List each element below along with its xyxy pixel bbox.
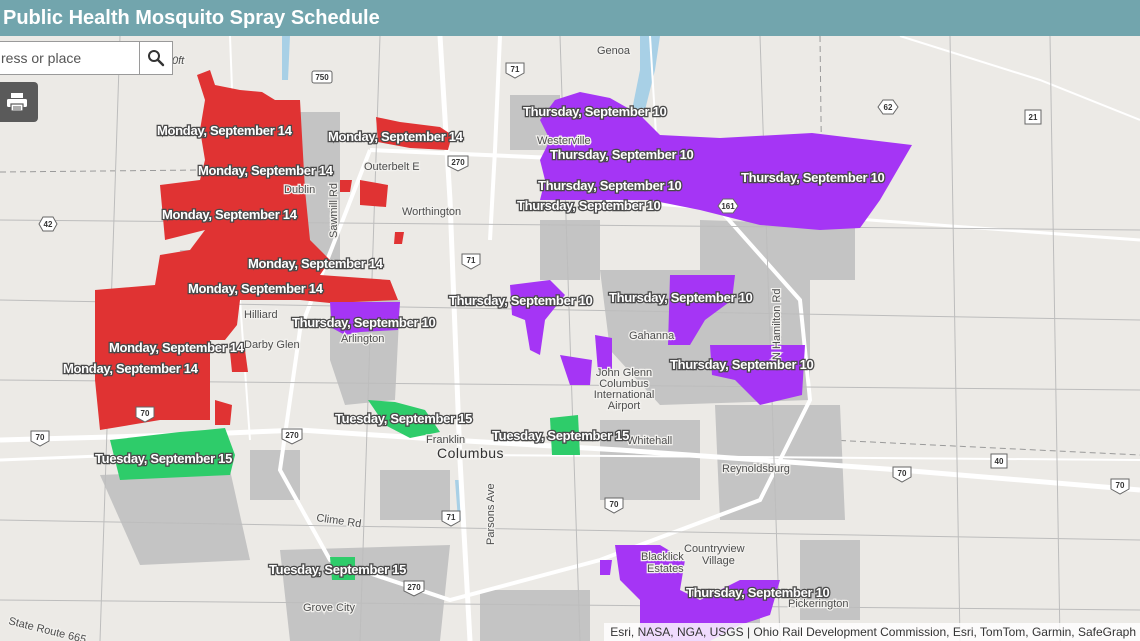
zone-label-tuesday: Tuesday, September 15: [269, 562, 406, 577]
zone-label-thursday: Thursday, September 10: [741, 170, 885, 185]
printer-icon: [7, 93, 27, 112]
print-button[interactable]: [0, 82, 38, 122]
place-hilliard: Hilliard: [244, 309, 278, 321]
place-upper-arlington: Arlington: [341, 333, 384, 345]
shield-label: 21: [1029, 113, 1038, 122]
place-labels: Genoa Westerville Worthington Dublin Hil…: [6, 44, 850, 641]
zone-label-tuesday: Tuesday, September 15: [335, 411, 472, 426]
place-blacklick-line2: Estates: [647, 563, 684, 575]
scale-ft: 0ft: [172, 55, 185, 67]
highway-shields: 750 71 62 21 42 270 71 161 70 270 70 71 …: [30, 62, 1130, 597]
place-genoa: Genoa: [597, 45, 631, 57]
shield-label: 70: [1116, 481, 1125, 490]
zone-label-thursday: Thursday, September 10: [609, 290, 753, 305]
zone-label-monday: Monday, September 14: [162, 207, 298, 222]
shield-label: 71: [447, 513, 456, 522]
county-boundary: [0, 36, 1140, 456]
search-icon: [148, 50, 165, 67]
zone-label-thursday: Thursday, September 10: [517, 198, 661, 213]
zone-label-monday: Monday, September 14: [157, 123, 293, 138]
zone-label-thursday: Thursday, September 10: [292, 315, 436, 330]
thursday-spray-zones: [330, 92, 912, 641]
shield-label: 70: [36, 433, 45, 442]
road-hamilton: N Hamilton Rd: [771, 288, 783, 360]
page-title: Public Health Mosquito Spray Schedule: [3, 6, 380, 29]
zone-label-thursday: Thursday, September 10: [686, 585, 830, 600]
place-countryview-line1: Countryview: [684, 543, 745, 555]
place-airport-line3: International: [594, 389, 655, 401]
place-airport-line1: John Glenn: [596, 367, 652, 379]
place-columbus: Columbus: [437, 445, 504, 461]
map-attribution: Esri, NASA, NGA, USGS | Ohio Rail Develo…: [604, 623, 1140, 641]
road-sawmill: Sawmill Rd: [328, 183, 340, 238]
shield-label: 270: [451, 158, 465, 167]
place-westerville: Westerville: [537, 135, 591, 147]
road-outerbelt: Outerbelt E: [364, 161, 420, 173]
shield-label: 42: [44, 220, 53, 229]
place-darby-glen: Darby Glen: [244, 339, 300, 351]
zone-label-tuesday: Tuesday, September 15: [492, 428, 629, 443]
shield-label: 62: [884, 103, 893, 112]
place-countryview-line2: Village: [702, 555, 735, 567]
shield-label: 750: [315, 73, 329, 82]
shield-label: 161: [721, 202, 735, 211]
zone-label-monday: Monday, September 14: [188, 281, 324, 296]
place-worthington: Worthington: [402, 206, 461, 218]
place-grove-city: Grove City: [303, 602, 355, 614]
shield-label: 71: [467, 256, 476, 265]
scioto-river: [282, 36, 290, 80]
place-airport-line4: Airport: [608, 400, 640, 412]
map-canvas[interactable]: 750 71 62 21 42 270 71 161 70 270 70 71 …: [0, 36, 1140, 641]
search-input[interactable]: [0, 42, 139, 74]
search-widget: [0, 41, 173, 75]
shield-label: 40: [995, 457, 1004, 466]
place-whitehall: Whitehall: [627, 435, 672, 447]
place-gahanna: Gahanna: [629, 330, 675, 342]
zone-label-monday: Monday, September 14: [198, 163, 334, 178]
shield-label: 70: [610, 500, 619, 509]
zone-label-monday: Monday, September 14: [109, 340, 245, 355]
place-airport-line2: Columbus: [599, 378, 649, 390]
spray-zone-labels: Monday, September 14 Monday, September 1…: [62, 103, 886, 602]
place-pickerington: Pickerington: [788, 598, 849, 610]
place-blacklick-line1: Blacklick: [641, 551, 684, 563]
place-reynoldsburg: Reynoldsburg: [722, 463, 790, 475]
zone-label-thursday: Thursday, September 10: [538, 178, 682, 193]
zone-label-thursday: Thursday, September 10: [670, 357, 814, 372]
zone-label-thursday: Thursday, September 10: [550, 147, 694, 162]
shield-label: 270: [407, 583, 421, 592]
shield-label: 270: [285, 431, 299, 440]
shield-label: 70: [898, 469, 907, 478]
zone-label-thursday: Thursday, September 10: [523, 104, 667, 119]
zone-label-monday: Monday, September 14: [63, 361, 199, 376]
shield-label: 70: [141, 409, 150, 418]
map-view[interactable]: 750 71 62 21 42 270 71 161 70 270 70 71 …: [0, 36, 1140, 641]
place-franklin: Franklin: [426, 434, 465, 446]
zone-label-monday: Monday, September 14: [248, 256, 384, 271]
search-button[interactable]: [139, 42, 172, 74]
zone-label-tuesday: Tuesday, September 15: [95, 451, 232, 466]
road-parsons: Parsons Ave: [485, 483, 497, 545]
monday-spray-zones: [95, 70, 452, 430]
place-dublin: Dublin: [284, 184, 315, 196]
zone-label-thursday: Thursday, September 10: [449, 293, 593, 308]
shield-label: 71: [511, 65, 520, 74]
tuesday-spray-zones: [110, 400, 580, 580]
zone-label-monday: Monday, September 14: [328, 129, 464, 144]
app-header: Public Health Mosquito Spray Schedule: [0, 0, 1140, 36]
